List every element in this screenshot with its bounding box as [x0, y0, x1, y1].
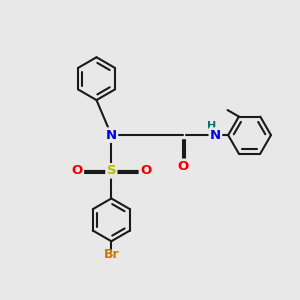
Text: O: O	[140, 164, 151, 177]
Text: O: O	[72, 164, 83, 177]
Text: Br: Br	[103, 248, 119, 261]
Text: O: O	[177, 160, 188, 173]
Text: S: S	[106, 164, 116, 177]
Text: N: N	[106, 129, 117, 142]
Text: N: N	[210, 129, 221, 142]
Text: H: H	[207, 121, 216, 131]
